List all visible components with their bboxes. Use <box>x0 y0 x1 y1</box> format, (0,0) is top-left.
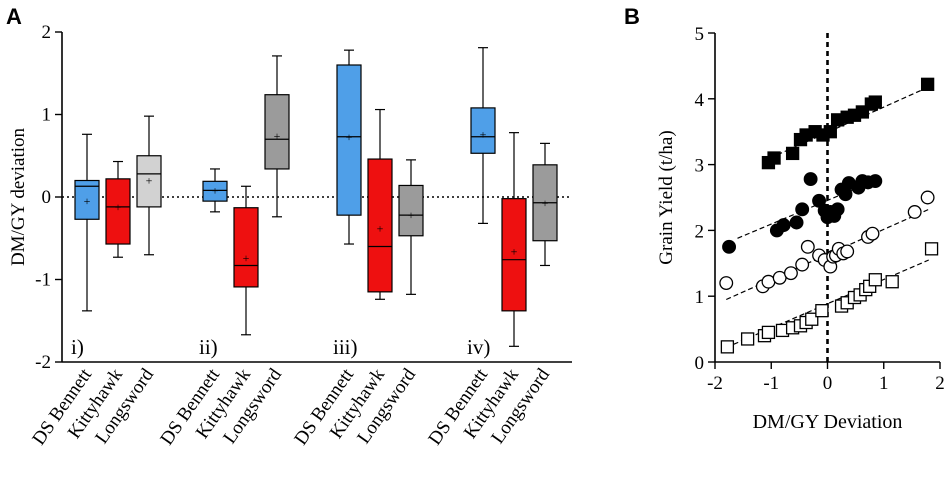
y-axis-title: Grain Yield (t/ha) <box>656 130 677 264</box>
box-mean-marker: + <box>212 183 219 197</box>
x-tick-label: 0 <box>823 373 833 394</box>
data-point-square <box>920 77 935 91</box>
panel-label-b: B <box>624 4 640 29</box>
group-label: ii) <box>199 335 218 359</box>
y-tick-label: 0 <box>695 353 705 374</box>
data-point-square <box>785 146 800 161</box>
x-tick-label: 2 <box>935 373 945 394</box>
box-mean-marker: + <box>511 244 518 258</box>
box-mean-marker: + <box>346 130 353 144</box>
box-mean-marker: + <box>146 174 153 188</box>
box-mean-marker: + <box>377 221 384 235</box>
panel-b-scatter: 0 1 2 3 4 5 -2 -1 0 1 2 DM/GY Deviation Grain Yield … <box>656 24 945 433</box>
data-point-circle <box>920 190 935 205</box>
x-tick-label: 1 <box>879 373 889 394</box>
data-point-square <box>761 325 776 340</box>
box-iqr <box>105 178 131 245</box>
data-point-circle <box>789 215 804 230</box>
box-mean-marker: + <box>408 208 415 222</box>
data-point-circle <box>907 205 922 219</box>
data-point-circle <box>830 202 845 217</box>
data-point-square <box>823 125 837 139</box>
data-point-square <box>815 304 829 318</box>
panel-label-a: A <box>6 4 22 29</box>
data-point-square <box>868 95 882 109</box>
data-point-square <box>924 242 939 256</box>
data-point-square <box>868 273 882 287</box>
data-point-circle <box>776 218 791 233</box>
box-iqr <box>202 180 228 202</box>
data-point-circle <box>783 266 798 281</box>
y-tick-label: 1 <box>695 287 705 308</box>
box-iqr <box>470 107 496 154</box>
group-label: iv) <box>467 335 490 359</box>
box-iqr <box>398 184 424 237</box>
box-mean-marker: + <box>84 194 91 208</box>
box-mean-marker: + <box>243 251 250 265</box>
y-tick-label: -2 <box>35 352 51 373</box>
x-axis-title: DM/GY Deviation <box>753 411 903 433</box>
y-axis-title: DM/GY deviation <box>8 127 29 266</box>
box-iqr <box>264 94 290 170</box>
data-point-square <box>767 151 781 165</box>
box-iqr <box>136 155 162 208</box>
data-point-circle <box>795 257 810 272</box>
box-iqr <box>367 158 393 293</box>
box-iqr <box>501 198 527 312</box>
y-tick-label: 4 <box>695 90 705 111</box>
data-point-circle <box>803 172 818 187</box>
data-point-square <box>740 332 755 346</box>
y-tick-label: 0 <box>42 187 52 208</box>
y-tick-label: 2 <box>695 221 705 242</box>
y-tick-label: 3 <box>695 156 705 177</box>
data-point-circle <box>719 276 734 290</box>
data-point-circle <box>795 202 810 217</box>
y-tick-label: 2 <box>42 22 52 43</box>
data-point-circle <box>868 174 883 189</box>
group-label: i) <box>71 335 84 359</box>
data-point-circle <box>722 239 737 254</box>
data-point-square <box>720 340 735 354</box>
data-point-square <box>885 275 899 289</box>
y-tick-label: 1 <box>42 105 52 126</box>
y-tick-label: 5 <box>695 24 705 45</box>
group-label: iii) <box>333 335 358 359</box>
box-iqr <box>233 207 259 288</box>
box-mean-marker: + <box>115 200 122 214</box>
y-tick-label: -1 <box>35 270 51 291</box>
box-iqr <box>336 64 362 216</box>
x-tick-label: -1 <box>763 373 779 394</box>
data-point-circle <box>800 239 815 254</box>
data-point-square <box>805 312 819 326</box>
box-mean-marker: + <box>480 127 487 141</box>
box-iqr <box>74 179 100 220</box>
x-tick-label: -2 <box>707 373 723 394</box>
box-mean-marker: + <box>274 129 281 143</box>
data-point-circle <box>865 226 880 241</box>
data-point-circle <box>840 244 855 259</box>
box-mean-marker: + <box>542 196 549 210</box>
